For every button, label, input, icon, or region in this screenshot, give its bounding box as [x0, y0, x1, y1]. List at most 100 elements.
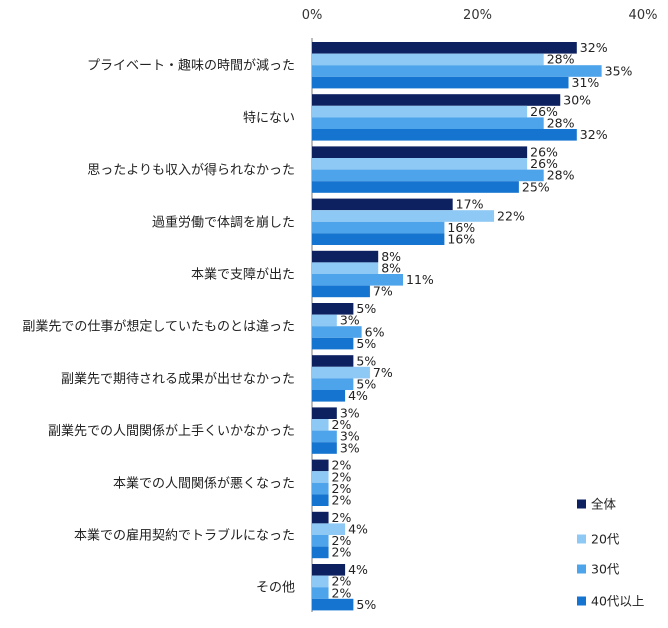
bar [312, 233, 445, 245]
bar [312, 546, 329, 559]
data-label: 7% [373, 365, 393, 380]
bar [312, 303, 354, 315]
data-label: 2% [332, 458, 352, 473]
bars [312, 42, 602, 611]
category-labels: プライベート・趣味の時間が減った特にない思ったよりも収入が得られなかった過重労働… [22, 58, 295, 596]
legend-label: 全体 [591, 497, 617, 512]
category-label: 本業で支障が出た [191, 267, 295, 283]
data-label: 3% [340, 313, 360, 328]
bar [312, 442, 337, 454]
category-label: 副業先での人間関係が上手くいかなかった [48, 423, 295, 439]
data-label: 31% [572, 75, 600, 90]
bar [312, 105, 528, 118]
data-label: 2% [332, 469, 352, 484]
bar [312, 42, 577, 54]
legend-label: 40代以上 [591, 594, 644, 609]
x-tick-label: 20% [463, 8, 492, 23]
bar [312, 181, 519, 193]
category-label: 本業での人間関係が悪くなった [113, 475, 295, 491]
category-label: 過重労働で体調を崩した [152, 214, 295, 230]
bar [312, 419, 329, 431]
category-label: 思ったよりも収入が得られなかった [87, 162, 295, 178]
data-labels: 32%28%35%31%30%26%28%32%26%26%28%25%17%2… [332, 40, 633, 612]
data-label: 2% [332, 533, 352, 548]
bar [312, 94, 561, 106]
data-label: 26% [530, 145, 558, 160]
bar [312, 390, 346, 402]
bar [312, 169, 544, 182]
bar [312, 482, 329, 495]
data-label: 5% [356, 301, 376, 316]
bar [312, 355, 354, 367]
data-label: 28% [547, 116, 575, 131]
bar [312, 378, 354, 390]
bar [312, 146, 528, 158]
data-label: 2% [332, 585, 352, 600]
data-label: 3% [340, 440, 360, 455]
data-label: 16% [447, 232, 475, 247]
bar [312, 337, 354, 350]
data-label: 4% [348, 522, 368, 537]
bar [312, 210, 495, 222]
data-label: 11% [406, 272, 434, 287]
x-axis-ticks: 0% 20% 40% [302, 8, 658, 23]
data-label: 26% [530, 104, 558, 119]
bar [312, 326, 362, 338]
bar [312, 598, 354, 611]
bar [312, 459, 329, 472]
legend-swatch [577, 564, 586, 574]
legend-swatch [577, 499, 586, 509]
bar [312, 53, 544, 66]
legend-label: 20代 [591, 532, 620, 547]
bar [312, 407, 337, 419]
bar [312, 285, 370, 298]
bar [312, 221, 445, 234]
bar [312, 250, 379, 263]
data-label: 32% [580, 127, 608, 142]
legend-swatch [577, 596, 586, 606]
data-label: 8% [381, 261, 401, 276]
data-label: 30% [563, 92, 591, 107]
category-label: 特にない [243, 111, 295, 126]
bar [312, 274, 404, 286]
category-label: その他 [256, 581, 295, 596]
data-label: 8% [381, 249, 401, 264]
bar [312, 366, 370, 379]
category-label: 副業先で期待される成果が出せなかった [61, 371, 295, 387]
x-tick-label: 0% [302, 8, 323, 23]
data-label: 2% [332, 417, 352, 432]
legend: 全体 20代 30代 40代以上 [577, 497, 644, 609]
bar [312, 575, 329, 588]
data-label: 3% [340, 429, 360, 444]
category-label: 副業先での仕事が想定していたものとは違った [22, 319, 295, 335]
category-label: プライベート・趣味の時間が減った [87, 58, 295, 74]
bar [312, 129, 577, 141]
bar [312, 564, 346, 576]
bar [312, 494, 329, 506]
data-label: 22% [497, 208, 525, 223]
bar [312, 511, 329, 524]
data-label: 5% [356, 353, 376, 368]
bar [312, 314, 337, 327]
data-label: 2% [332, 493, 352, 508]
data-label: 32% [580, 40, 608, 55]
data-label: 2% [332, 545, 352, 560]
bar [312, 117, 544, 129]
bar [312, 535, 329, 547]
data-label: 17% [456, 197, 484, 212]
data-label: 28% [547, 168, 575, 183]
data-label: 2% [332, 510, 352, 525]
bar [312, 471, 329, 483]
bar [312, 523, 346, 535]
data-label: 2% [332, 481, 352, 496]
data-label: 3% [340, 406, 360, 421]
data-label: 2% [332, 574, 352, 589]
data-label: 25% [522, 179, 550, 194]
bar [312, 76, 569, 89]
data-label: 4% [348, 562, 368, 577]
data-label: 28% [547, 52, 575, 67]
category-label: 本業での雇用契約でトラブルになった [74, 528, 295, 544]
bar [312, 158, 528, 170]
bar [312, 262, 379, 274]
